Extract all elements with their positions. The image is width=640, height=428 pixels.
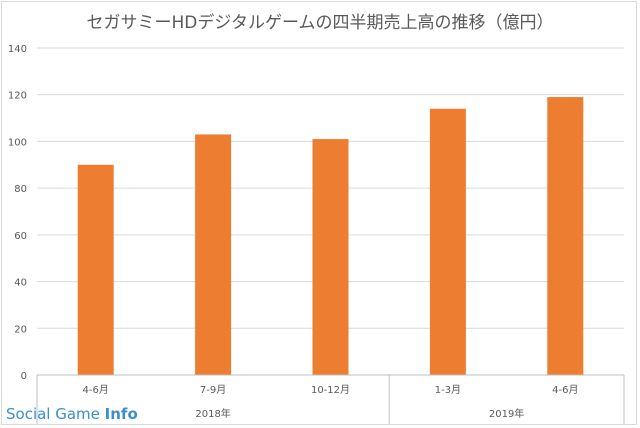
- y-tick-label: 120: [8, 91, 27, 102]
- y-tick-label: 40: [14, 278, 27, 289]
- bar: [429, 108, 466, 375]
- x-tick-label: 10-12月: [311, 384, 350, 396]
- x-tick-label: 4-6月: [552, 384, 578, 396]
- x-tick-label: 4-6月: [83, 384, 109, 396]
- y-tick-label: 80: [14, 184, 27, 195]
- y-tick-label: 140: [8, 44, 27, 55]
- bar: [547, 97, 584, 376]
- y-tick-label: 100: [8, 137, 27, 148]
- bar: [77, 164, 114, 375]
- watermark-logo: Social Game Info: [6, 405, 138, 423]
- watermark-text: Social Game: [6, 405, 105, 423]
- y-tick-label: 60: [14, 231, 27, 242]
- chart-title: セガサミーHDデジタルゲームの四半期売上高の推移（億円）: [86, 13, 554, 33]
- bar: [195, 134, 232, 375]
- group-label: 2018年: [195, 407, 230, 420]
- watermark-bold: Info: [104, 405, 138, 423]
- x-tick-label: 1-3月: [435, 384, 461, 396]
- y-tick-label: 0: [21, 371, 27, 382]
- bar: [312, 139, 349, 375]
- x-tick-label: 7-9月: [200, 384, 226, 396]
- y-tick-label: 20: [14, 324, 27, 335]
- group-label: 2019年: [489, 407, 524, 420]
